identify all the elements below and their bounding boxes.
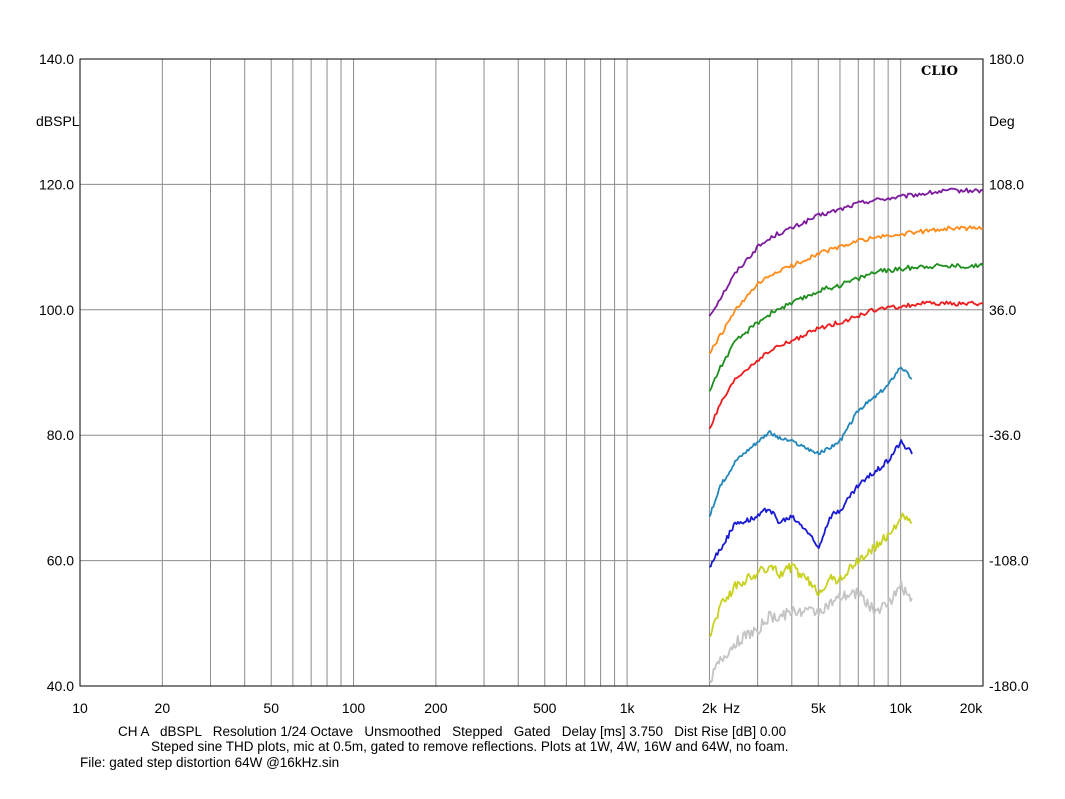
series-layer xyxy=(708,187,984,684)
y-tick-label-right: 36.0 xyxy=(989,302,1016,318)
y-axis-label-right: Deg xyxy=(989,113,1015,129)
x-tick-label: 200 xyxy=(424,700,448,716)
y-tick-label-right: -180.0 xyxy=(989,678,1029,694)
x-tick-label: 500 xyxy=(533,700,557,716)
grid xyxy=(80,59,983,686)
x-tick-label: 10k xyxy=(889,700,913,716)
x-axis-unit-label: Hz xyxy=(723,700,740,716)
y-tick-label-right: 180.0 xyxy=(989,51,1024,67)
x-tick-label: 50 xyxy=(263,700,279,716)
y-tick-label: 60.0 xyxy=(47,553,74,569)
tick-labels: 40.0 60.0 80.0 100.0 120.0 140.0 -180.0 -108.0 -… xyxy=(39,51,1029,716)
clio-logo: CLIO xyxy=(921,64,958,79)
x-tick-label: 100 xyxy=(342,700,366,716)
series-line-2 xyxy=(708,225,984,355)
series-line-7 xyxy=(709,512,913,637)
y-tick-label: 100.0 xyxy=(39,302,74,318)
x-tick-label: 20k xyxy=(960,700,984,716)
file-name: File: gated step distortion 64W @16kHz.s… xyxy=(80,755,340,770)
x-tick-label: 5k xyxy=(811,700,827,716)
x-tick-label: 10 xyxy=(72,700,88,716)
series-line-4 xyxy=(708,300,984,430)
plot-frame xyxy=(79,58,984,687)
x-tick-label: 1k xyxy=(620,700,636,716)
y-tick-label: 40.0 xyxy=(47,678,74,694)
series-line-5 xyxy=(708,366,913,518)
y-tick-label: 140.0 xyxy=(39,51,74,67)
y-tick-label: 120.0 xyxy=(39,176,74,192)
plot-description: Steped sine THD plots, mic at 0.5m, gate… xyxy=(151,739,789,754)
y-tick-label-right: -36.0 xyxy=(989,427,1021,443)
series-line-6 xyxy=(709,439,913,568)
y-axis-label-left: dBSPL xyxy=(36,113,80,129)
series-line-1 xyxy=(708,187,984,317)
x-tick-label: 20 xyxy=(155,700,171,716)
series-line-8 xyxy=(708,580,913,684)
series-line-3 xyxy=(708,262,984,392)
y-tick-label-right: 108.0 xyxy=(989,176,1024,192)
y-tick-label: 80.0 xyxy=(47,427,74,443)
measurement-settings: CH A dBSPL Resolution 1/24 Octave Unsmoo… xyxy=(118,724,787,739)
x-tick-label: 2k xyxy=(702,700,718,716)
y-tick-label-right: -108.0 xyxy=(989,553,1029,569)
